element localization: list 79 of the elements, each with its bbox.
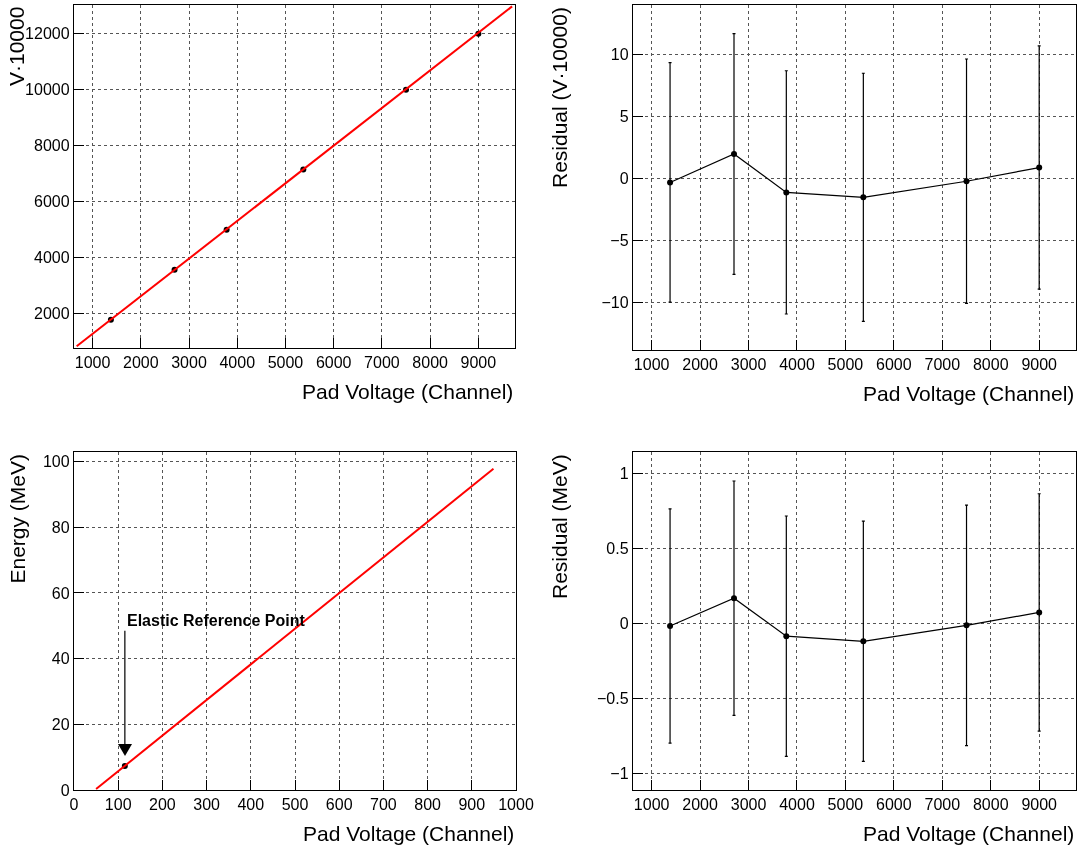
x-tick-label: 1000 (633, 356, 670, 374)
y-tick-label: 2000 (34, 305, 70, 323)
x-tick-label: 5000 (827, 796, 864, 814)
y-tick-label: 40 (51, 650, 70, 668)
x-tick-label: 1000 (498, 796, 534, 814)
y-tick-label: 12000 (25, 25, 70, 43)
y-tick-label: −5 (610, 232, 629, 250)
point (860, 194, 867, 201)
point (783, 189, 790, 196)
x-tick-label: 6000 (876, 796, 912, 814)
x-tick-label: 1000 (633, 796, 670, 814)
x-tick-label: 9000 (1021, 796, 1058, 814)
y-tick-label: −10 (601, 294, 629, 312)
x-tick-label: 3000 (730, 796, 767, 814)
x-tick-label: 2000 (682, 356, 718, 374)
y-tick-label: 0.5 (606, 539, 629, 557)
x-tick-label: 7000 (924, 796, 961, 814)
y-axis-title: Residual (MeV) (548, 454, 571, 599)
y-tick-label: 4000 (34, 249, 70, 267)
y-tick-label: 0 (619, 614, 629, 632)
point (963, 178, 970, 185)
x-tick-label: 500 (281, 796, 309, 814)
x-tick-label: 8000 (412, 354, 449, 372)
y-tick-label: 5 (619, 108, 629, 126)
x-tick-label: 100 (104, 796, 132, 814)
x-tick-label: 7000 (924, 356, 961, 374)
x-tick-label: 400 (237, 796, 265, 814)
x-tick-label: 5000 (267, 354, 304, 372)
y-tick-label: −1 (610, 765, 629, 783)
x-tick-label: 5000 (827, 356, 864, 374)
x-tick-label: 6000 (315, 354, 352, 372)
y-tick-label: 0 (619, 170, 629, 188)
x-tick-label: 2000 (122, 354, 159, 372)
x-tick-label: 4000 (219, 354, 256, 372)
x-tick-label: 200 (149, 796, 176, 814)
point (1036, 609, 1043, 616)
y-tick-label: 10 (610, 46, 629, 64)
point (731, 595, 737, 602)
x-tick-label: 9000 (1021, 356, 1058, 374)
point (860, 638, 867, 645)
y-axis-title: Energy (MeV) (5, 453, 29, 584)
x-tick-label: 300 (193, 796, 221, 814)
x-tick-label: 6000 (876, 356, 912, 374)
x-tick-label: 3000 (730, 356, 767, 374)
y-tick-label: −0.5 (597, 689, 629, 707)
y-tick-label: 0 (60, 781, 70, 799)
x-tick-label: 2000 (682, 796, 718, 814)
x-tick-label: 700 (370, 796, 397, 814)
y-tick-label: 100 (42, 453, 70, 471)
y-tick-label: 20 (51, 715, 70, 733)
point (963, 622, 970, 629)
point (667, 179, 674, 186)
x-tick-label: 9000 (460, 354, 497, 372)
x-tick-label: 7000 (364, 354, 400, 372)
point (667, 622, 674, 629)
x-axis-title: Pad Voltage (Channel) (863, 382, 1075, 405)
x-tick-label: 800 (414, 796, 442, 814)
point (731, 150, 737, 157)
x-tick-label: 1000 (74, 354, 111, 372)
x-axis-title: Pad Voltage (Channel) (863, 822, 1075, 845)
y-tick-label: 80 (51, 518, 70, 536)
point (1036, 164, 1043, 171)
x-tick-label: 3000 (171, 354, 207, 372)
y-axis-title: Residual (V·10000) (548, 7, 571, 188)
x-axis-title: Pad Voltage (Channel) (303, 822, 515, 845)
y-tick-label: 1 (619, 464, 629, 482)
x-axis-title: Pad Voltage (Channel) (302, 380, 514, 403)
x-tick-label: 600 (325, 796, 353, 814)
point (783, 633, 790, 640)
annotation: Elastic Reference Point (127, 612, 306, 629)
x-tick-label: 900 (458, 796, 486, 814)
y-tick-label: 10000 (25, 81, 70, 99)
x-tick-label: 4000 (779, 796, 815, 814)
x-tick-label: 8000 (972, 356, 1009, 374)
y-tick-label: 8000 (34, 137, 70, 155)
y-tick-label: 6000 (34, 193, 70, 211)
x-tick-label: 8000 (972, 796, 1009, 814)
y-tick-label: 60 (51, 584, 70, 602)
x-tick-label: 4000 (779, 356, 815, 374)
